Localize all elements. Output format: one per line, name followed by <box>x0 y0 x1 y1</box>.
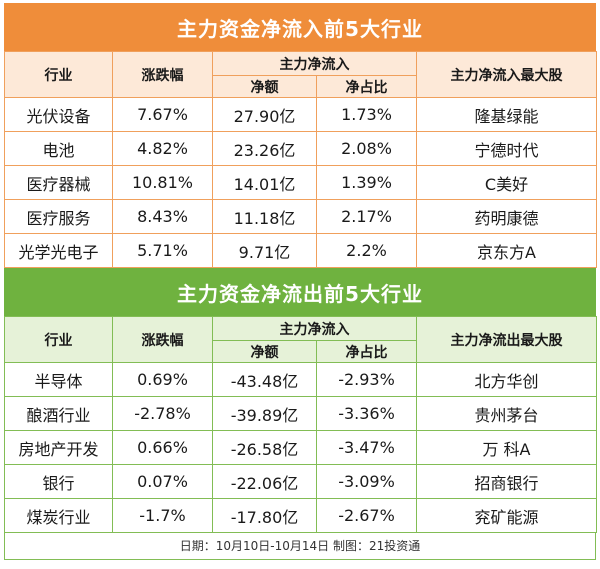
outflow-title: 主力资金净流出前5大行业 <box>4 268 596 316</box>
ratio-cell: 1.39% <box>316 165 417 200</box>
industry-cell: 银行 <box>4 464 113 499</box>
ratio-cell: 1.73% <box>316 97 417 132</box>
stock-cell: 隆基绿能 <box>416 97 597 132</box>
header-flow: 主力净流入 <box>212 51 417 76</box>
net-cell: -39.89亿 <box>212 396 317 431</box>
net-cell: -17.80亿 <box>212 498 317 533</box>
change-cell: -2.78% <box>112 396 213 431</box>
change-cell: 8.43% <box>112 199 213 234</box>
stock-cell: 万 科A <box>416 430 597 465</box>
footer-note: 日期：10月10日-10月14日 制图：21投资通 <box>4 533 596 560</box>
stock-cell: 北方华创 <box>416 362 597 397</box>
stock-cell: 药明康德 <box>416 199 597 234</box>
stock-cell: 贵州茅台 <box>416 396 597 431</box>
industry-cell: 光学光电子 <box>4 233 113 268</box>
industry-cell: 医疗服务 <box>4 199 113 234</box>
table-row: 医疗服务 8.43% 11.18亿 2.17% 药明康德 <box>4 199 597 234</box>
ratio-cell: -3.47% <box>316 430 417 465</box>
ratio-cell: 2.17% <box>316 199 417 234</box>
ratio-cell: 2.08% <box>316 131 417 166</box>
stock-cell: 宁德时代 <box>416 131 597 166</box>
header-industry: 行业 <box>4 316 113 363</box>
industry-cell: 医疗器械 <box>4 165 113 200</box>
net-cell: -26.58亿 <box>212 430 317 465</box>
ratio-cell: -3.36% <box>316 396 417 431</box>
table-row: 医疗器械 10.81% 14.01亿 1.39% C美好 <box>4 165 597 200</box>
ratio-cell: -3.09% <box>316 464 417 499</box>
stock-cell: 兖矿能源 <box>416 498 597 533</box>
ratio-cell: 2.2% <box>316 233 417 268</box>
ratio-cell: -2.93% <box>316 362 417 397</box>
industry-cell: 半导体 <box>4 362 113 397</box>
inflow-title: 主力资金净流入前5大行业 <box>4 3 596 51</box>
industry-cell: 酿酒行业 <box>4 396 113 431</box>
stock-cell: 招商银行 <box>416 464 597 499</box>
header-change: 涨跌幅 <box>112 316 213 363</box>
industry-cell: 房地产开发 <box>4 430 113 465</box>
table-card: 主力资金净流入前5大行业 行业 涨跌幅 主力净流入 主力净流入最大股 净额 净占… <box>4 3 597 565</box>
table-row: 光学光电子 5.71% 9.71亿 2.2% 京东方A <box>4 233 597 268</box>
table-row: 银行 0.07% -22.06亿 -3.09% 招商银行 <box>4 464 597 499</box>
header-net: 净额 <box>212 340 317 363</box>
change-cell: 5.71% <box>112 233 213 268</box>
industry-cell: 光伏设备 <box>4 97 113 132</box>
change-cell: 0.69% <box>112 362 213 397</box>
outflow-table: 行业 涨跌幅 主力净流入 主力净流出最大股 净额 净占比 半导体 0.69% -… <box>4 316 597 533</box>
net-cell: 11.18亿 <box>212 199 317 234</box>
table-row: 半导体 0.69% -43.48亿 -2.93% 北方华创 <box>4 362 597 397</box>
change-cell: 10.81% <box>112 165 213 200</box>
net-cell: -22.06亿 <box>212 464 317 499</box>
change-cell: -1.7% <box>112 498 213 533</box>
header-flow: 主力净流入 <box>212 316 417 341</box>
net-cell: 23.26亿 <box>212 131 317 166</box>
net-cell: 14.01亿 <box>212 165 317 200</box>
table-row: 煤炭行业 -1.7% -17.80亿 -2.67% 兖矿能源 <box>4 498 597 533</box>
header-industry: 行业 <box>4 51 113 98</box>
net-cell: -43.48亿 <box>212 362 317 397</box>
industry-cell: 煤炭行业 <box>4 498 113 533</box>
table-row: 酿酒行业 -2.78% -39.89亿 -3.36% 贵州茅台 <box>4 396 597 431</box>
net-cell: 27.90亿 <box>212 97 317 132</box>
header-stock: 主力净流入最大股 <box>416 51 597 98</box>
header-net: 净额 <box>212 75 317 98</box>
table-row: 电池 4.82% 23.26亿 2.08% 宁德时代 <box>4 131 597 166</box>
stock-cell: C美好 <box>416 165 597 200</box>
industry-cell: 电池 <box>4 131 113 166</box>
table-row: 房地产开发 0.66% -26.58亿 -3.47% 万 科A <box>4 430 597 465</box>
table-row: 光伏设备 7.67% 27.90亿 1.73% 隆基绿能 <box>4 97 597 132</box>
stock-cell: 京东方A <box>416 233 597 268</box>
ratio-cell: -2.67% <box>316 498 417 533</box>
change-cell: 7.67% <box>112 97 213 132</box>
change-cell: 4.82% <box>112 131 213 166</box>
net-cell: 9.71亿 <box>212 233 317 268</box>
header-change: 涨跌幅 <box>112 51 213 98</box>
change-cell: 0.66% <box>112 430 213 465</box>
change-cell: 0.07% <box>112 464 213 499</box>
header-ratio: 净占比 <box>316 340 417 363</box>
header-stock: 主力净流出最大股 <box>416 316 597 363</box>
header-ratio: 净占比 <box>316 75 417 98</box>
inflow-table: 行业 涨跌幅 主力净流入 主力净流入最大股 净额 净占比 光伏设备 7.67% … <box>4 51 597 268</box>
